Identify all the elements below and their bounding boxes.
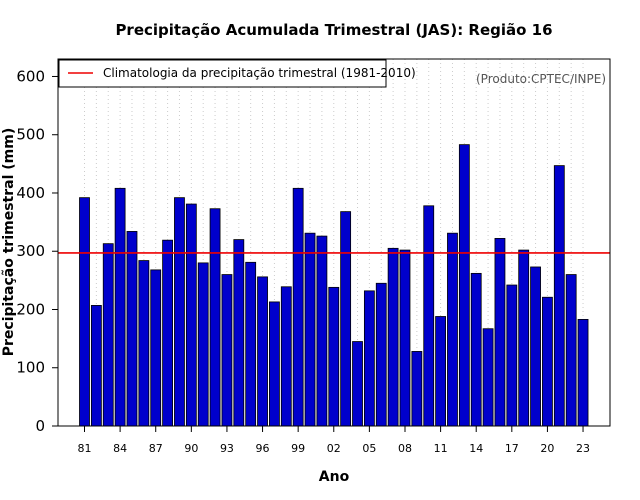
- x-tick-label-2008: 08: [398, 442, 412, 455]
- bar-1986: [138, 260, 150, 427]
- bar-2004: [352, 341, 363, 427]
- x-tick-label-2017: 17: [505, 442, 519, 455]
- bar-1983: [102, 243, 114, 427]
- bar-2016: [494, 238, 506, 427]
- bar-2022: [565, 274, 577, 427]
- bar-2007: [387, 247, 399, 427]
- bar-1990: [185, 203, 197, 427]
- x-tick-label-2011: 11: [434, 442, 448, 455]
- y-tick-label-100: 100: [16, 359, 45, 377]
- bar-1989: [174, 197, 185, 427]
- bar-2005: [363, 290, 375, 427]
- y-tick-label-400: 400: [16, 184, 45, 202]
- bar-1992: [209, 208, 221, 427]
- bar-1984: [114, 187, 126, 427]
- y-tick-label-0: 0: [35, 417, 45, 435]
- x-tick-label-1999: 99: [291, 442, 305, 455]
- y-tick-label-600: 600: [16, 67, 45, 85]
- x-tick-label-1987: 87: [149, 442, 163, 455]
- x-tick-label-1984: 84: [113, 442, 127, 455]
- bar-1998: [280, 286, 292, 427]
- bar-2015: [482, 328, 494, 427]
- y-tick-label-200: 200: [16, 300, 45, 318]
- bar-2021: [553, 165, 565, 427]
- source-note: (Produto:CPTEC/INPE): [476, 72, 606, 86]
- bar-1985: [126, 231, 138, 427]
- legend: Climatologia da precipitação trimestral …: [58, 59, 416, 88]
- x-tick-label-2014: 14: [469, 442, 483, 455]
- bar-2008: [399, 249, 411, 427]
- bar-1994: [233, 239, 245, 427]
- x-tick-label-1996: 96: [256, 442, 270, 455]
- y-tick-label-300: 300: [16, 242, 45, 260]
- y-tick-label-500: 500: [16, 126, 45, 144]
- bar-1999: [292, 187, 304, 427]
- chart-title: Precipitação Acumulada Trimestral (JAS):…: [115, 21, 552, 39]
- legend-label: Climatologia da precipitação trimestral …: [103, 66, 416, 80]
- x-tick-label-2023: 23: [576, 442, 590, 455]
- bars: [79, 144, 589, 427]
- bar-2013: [458, 144, 470, 427]
- bar-2018: [518, 249, 530, 427]
- bar-2020: [542, 296, 553, 427]
- bar-1991: [197, 262, 209, 427]
- bar-2009: [411, 351, 423, 427]
- x-tick-label-1993: 93: [220, 442, 234, 455]
- x-axis: 81 84 87 90 93 96 99 02 05 08 11 14 17 20 23: [78, 426, 590, 455]
- bar-1981: [79, 197, 90, 427]
- bar-2011: [435, 316, 447, 427]
- legend-box: [58, 59, 387, 88]
- bar-2010: [423, 205, 435, 427]
- bar-1982: [90, 305, 102, 427]
- bar-1993: [221, 274, 233, 427]
- bar-1995: [245, 261, 257, 427]
- x-tick-label-1990: 90: [184, 442, 198, 455]
- bar-1988: [162, 239, 173, 427]
- y-axis-title: Precipitação trimestral (mm): [1, 128, 17, 356]
- bar-1997: [269, 301, 280, 427]
- bar-2012: [447, 232, 458, 427]
- x-tick-label-1981: 81: [78, 442, 92, 455]
- x-tick-label-2002: 02: [327, 442, 341, 455]
- bar-2014: [470, 272, 482, 427]
- bar-2023: [577, 318, 589, 427]
- bar-2003: [340, 211, 352, 427]
- x-tick-label-2005: 05: [362, 442, 376, 455]
- bar-2019: [530, 266, 541, 427]
- bar-2006: [375, 282, 387, 427]
- bar-2001: [316, 235, 328, 427]
- bar-2017: [506, 284, 518, 427]
- bar-1996: [257, 276, 268, 427]
- x-axis-title: Ano: [319, 469, 350, 485]
- bar-1987: [150, 269, 162, 427]
- bar-2002: [328, 286, 340, 427]
- y-axis: 0 100 200 300 400 500 600: [16, 67, 58, 435]
- x-tick-label-2020: 20: [540, 442, 554, 455]
- bar-2000: [304, 232, 316, 427]
